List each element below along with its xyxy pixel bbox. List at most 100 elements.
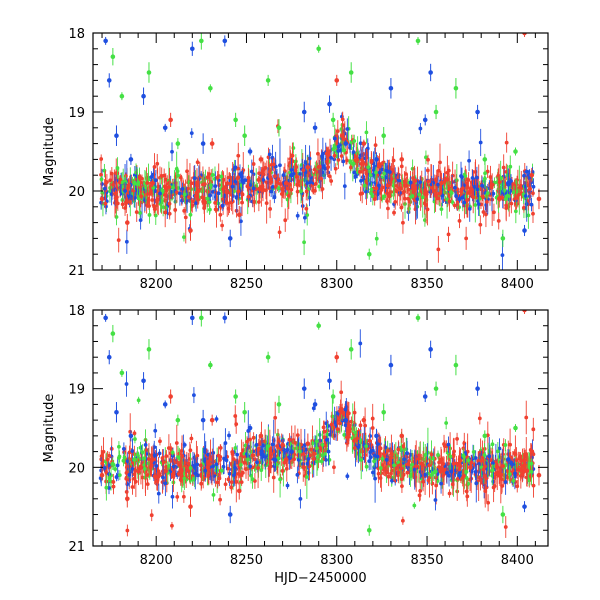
data-point xyxy=(146,347,152,352)
y-axis-label: Magnitude xyxy=(42,394,57,463)
data-point xyxy=(222,315,228,321)
data-point xyxy=(415,315,421,321)
data-point xyxy=(150,457,155,462)
data-point xyxy=(513,149,518,154)
y-tick-label: 21 xyxy=(68,264,85,279)
data-point xyxy=(457,472,462,478)
data-point xyxy=(301,386,307,391)
data-point xyxy=(529,172,535,178)
data-point xyxy=(208,362,213,368)
data-point xyxy=(468,465,473,470)
data-point xyxy=(439,457,444,462)
y-ticks: 18 19 20 21 xyxy=(68,27,548,279)
data-point xyxy=(188,504,193,509)
data-point xyxy=(513,425,518,431)
data-point xyxy=(125,496,130,502)
data-point xyxy=(343,417,349,423)
data-point xyxy=(327,101,332,107)
x-tick-label: 8350 xyxy=(410,553,443,568)
data-point xyxy=(536,196,542,202)
data-point xyxy=(188,228,193,233)
data-point xyxy=(236,212,242,217)
y-axis-label: Magnitude xyxy=(42,117,57,186)
series-1 xyxy=(110,33,518,260)
data-point xyxy=(316,46,321,52)
dense-photometry xyxy=(98,329,536,538)
data-point xyxy=(110,54,116,59)
data-point xyxy=(141,378,146,384)
data-point xyxy=(330,117,336,123)
data-point xyxy=(168,117,173,123)
data-point xyxy=(334,78,340,83)
data-point xyxy=(343,141,349,146)
data-point xyxy=(283,457,289,462)
data-point xyxy=(500,512,506,517)
x-tick-label: 8400 xyxy=(501,553,534,568)
y-tick-label: 20 xyxy=(68,461,85,476)
data-point xyxy=(422,394,428,399)
data-point xyxy=(276,125,282,131)
data-point xyxy=(200,417,206,423)
data-point xyxy=(106,354,112,360)
data-point xyxy=(209,141,215,146)
x-tick-label: 8200 xyxy=(140,277,173,292)
data-point xyxy=(265,354,271,360)
panel-bottom: 8200 8250 8300 8350 8400 18 19 20 21 Magnitude HJD… xyxy=(42,304,549,586)
data-point xyxy=(522,504,527,509)
data-point xyxy=(258,433,264,439)
data-point xyxy=(162,402,168,407)
x-tick-label: 8200 xyxy=(140,553,173,568)
data-point xyxy=(103,315,108,321)
plot-area xyxy=(99,33,542,270)
data-point xyxy=(141,93,146,99)
axes-frame xyxy=(92,309,549,547)
data-point xyxy=(106,78,112,83)
data-point xyxy=(242,409,247,415)
data-point xyxy=(208,86,213,91)
data-point xyxy=(428,347,433,352)
data-point xyxy=(536,472,542,478)
data-point xyxy=(227,512,233,517)
data-point xyxy=(439,180,444,186)
dense-photometry xyxy=(99,111,536,270)
data-point xyxy=(114,133,119,138)
data-point xyxy=(199,315,204,321)
data-point xyxy=(99,472,105,478)
data-point xyxy=(222,38,228,44)
x-ticks: 8200 8250 8300 8350 8400 xyxy=(101,310,536,568)
data-point xyxy=(316,323,321,329)
x-tick-label: 8300 xyxy=(320,553,353,568)
data-point xyxy=(468,188,473,194)
data-point xyxy=(128,157,134,162)
data-point xyxy=(482,157,488,162)
data-point xyxy=(330,394,336,399)
x-tick-label: 8300 xyxy=(320,277,353,292)
data-point xyxy=(457,196,462,202)
y-tick-label: 19 xyxy=(68,106,85,121)
data-point xyxy=(339,133,345,138)
data-point xyxy=(236,488,242,494)
data-point xyxy=(529,449,535,454)
data-point xyxy=(361,141,367,146)
data-point xyxy=(381,409,386,415)
data-point xyxy=(475,386,480,391)
data-point xyxy=(119,93,125,99)
data-point xyxy=(482,433,488,439)
data-point xyxy=(258,157,264,162)
series-0 xyxy=(103,35,527,248)
data-point xyxy=(209,417,215,423)
data-point xyxy=(366,527,372,533)
x-ticks: 8200 8250 8300 8350 8400 xyxy=(101,33,536,292)
data-point xyxy=(146,70,152,75)
data-point xyxy=(175,141,181,146)
data-point xyxy=(289,172,294,178)
data-point xyxy=(289,449,294,454)
data-point xyxy=(388,362,394,368)
data-point xyxy=(99,196,105,202)
y-tick-label: 18 xyxy=(68,304,85,319)
data-point xyxy=(327,378,332,384)
data-point xyxy=(119,370,125,376)
data-point xyxy=(233,394,238,399)
data-point xyxy=(175,417,181,423)
data-point xyxy=(247,149,253,154)
